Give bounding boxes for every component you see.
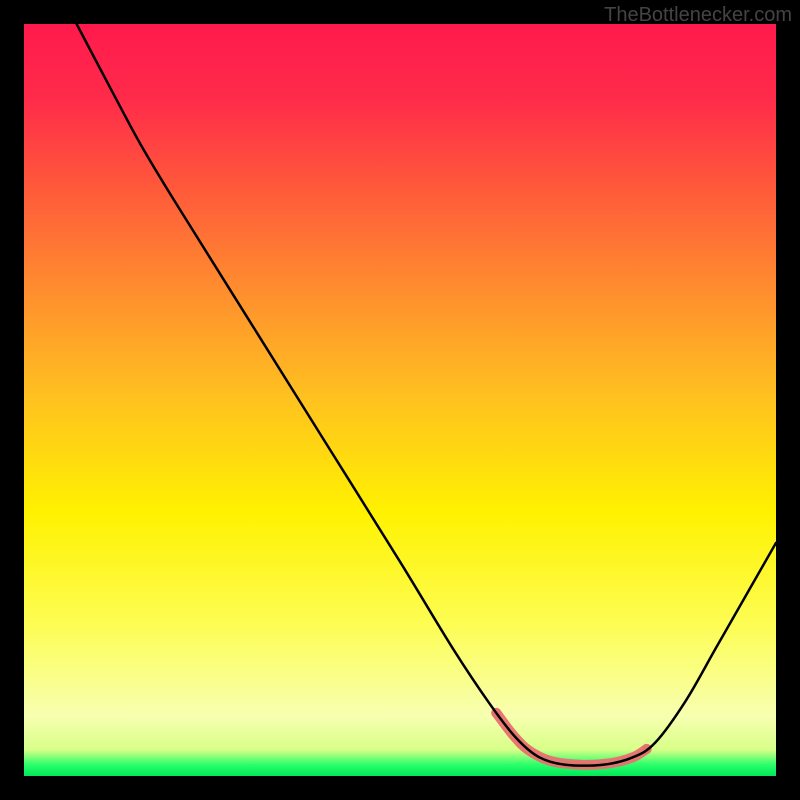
chart-container: TheBottlenecker.com — [0, 0, 800, 800]
plot-area — [24, 24, 776, 776]
watermark-text: TheBottlenecker.com — [604, 4, 792, 27]
curve-layer — [24, 24, 776, 776]
highlight-band — [496, 713, 646, 765]
curve-line — [77, 24, 776, 766]
